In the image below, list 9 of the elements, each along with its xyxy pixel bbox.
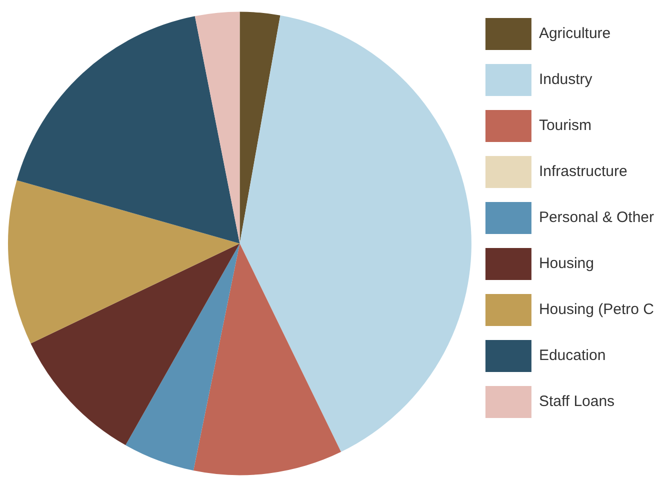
legend-label: Agriculture bbox=[538, 25, 611, 42]
legend-label: Education bbox=[538, 347, 606, 364]
legend-label: Industry bbox=[538, 71, 593, 88]
legend-label: Housing bbox=[538, 255, 594, 272]
legend-label: Infrastructure bbox=[538, 163, 628, 180]
legend-label: Staff Loans bbox=[538, 393, 615, 410]
legend-label: Personal & Other bbox=[538, 209, 654, 226]
legend-label: Housing (Petro C bbox=[538, 301, 654, 318]
legend-label: Tourism bbox=[538, 117, 592, 134]
